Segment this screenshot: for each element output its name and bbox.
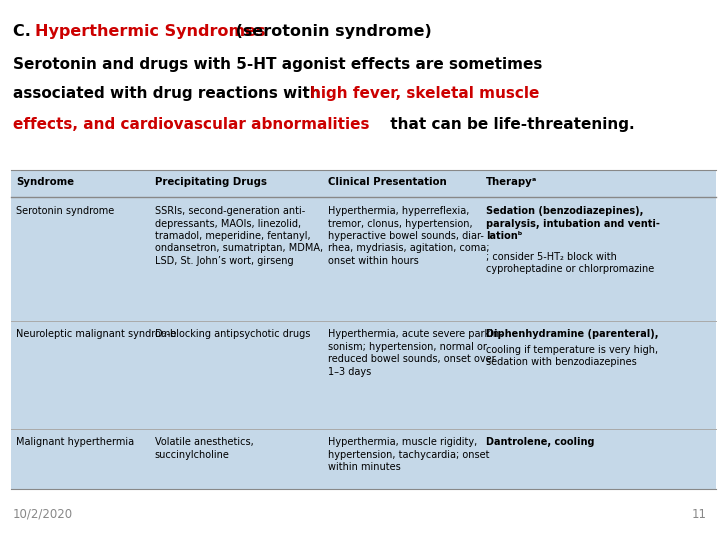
Text: cooling if temperature is very high,
sedation with benzodiazepines: cooling if temperature is very high, sed… <box>486 345 658 367</box>
Text: that can be life-threatening.: that can be life-threatening. <box>385 117 635 132</box>
Text: associated with drug reactions with: associated with drug reactions with <box>13 86 326 102</box>
Text: Hyperthermia, hyperreflexia,
tremor, clonus, hypertension,
hyperactive bowel sou: Hyperthermia, hyperreflexia, tremor, clo… <box>328 206 489 266</box>
Text: Precipitating Drugs: Precipitating Drugs <box>155 177 267 187</box>
Text: Malignant hyperthermia: Malignant hyperthermia <box>16 437 134 448</box>
Text: Dantrolene, cooling: Dantrolene, cooling <box>486 437 595 448</box>
Text: Neuroleptic malignant syndrome: Neuroleptic malignant syndrome <box>16 329 176 340</box>
Text: Serotonin and drugs with 5-HT agonist effects are sometimes: Serotonin and drugs with 5-HT agonist ef… <box>13 57 542 72</box>
Text: (serotonin syndrome): (serotonin syndrome) <box>230 24 432 39</box>
Text: Therapyᵃ: Therapyᵃ <box>486 177 537 187</box>
Bar <box>11 170 716 489</box>
Text: D₂-blocking antipsychotic drugs: D₂-blocking antipsychotic drugs <box>155 329 310 340</box>
Text: 11: 11 <box>692 508 707 521</box>
Text: Hyperthermic Syndromes: Hyperthermic Syndromes <box>35 24 265 39</box>
Text: effects, and cardiovascular abnormalities: effects, and cardiovascular abnormalitie… <box>13 117 369 132</box>
Text: SSRIs, second-generation anti-
depressants, MAOIs, linezolid,
tramadol, meperidi: SSRIs, second-generation anti- depressan… <box>155 206 323 266</box>
Text: 10/2/2020: 10/2/2020 <box>13 508 73 521</box>
Text: Volatile anesthetics,
succinylcholine: Volatile anesthetics, succinylcholine <box>155 437 253 460</box>
Text: high fever, skeletal muscle: high fever, skeletal muscle <box>310 86 539 102</box>
Text: Syndrome: Syndrome <box>16 177 74 187</box>
Text: Hyperthermia, acute severe parkin-
sonism; hypertension, normal or
reduced bowel: Hyperthermia, acute severe parkin- sonis… <box>328 329 503 376</box>
Text: Diphenhydramine (parenteral),: Diphenhydramine (parenteral), <box>486 329 659 340</box>
Text: Hyperthermia, muscle rigidity,
hypertension, tachycardia; onset
within minutes: Hyperthermia, muscle rigidity, hypertens… <box>328 437 489 472</box>
Text: ; consider 5-HT₂ block with
cyproheptadine or chlorpromazine: ; consider 5-HT₂ block with cyproheptadi… <box>486 252 654 274</box>
Text: Serotonin syndrome: Serotonin syndrome <box>16 206 114 217</box>
Text: Clinical Presentation: Clinical Presentation <box>328 177 446 187</box>
Text: C.: C. <box>13 24 37 39</box>
Text: Sedation (benzodiazepines),
paralysis, intubation and venti-
lationᵇ: Sedation (benzodiazepines), paralysis, i… <box>486 206 660 241</box>
